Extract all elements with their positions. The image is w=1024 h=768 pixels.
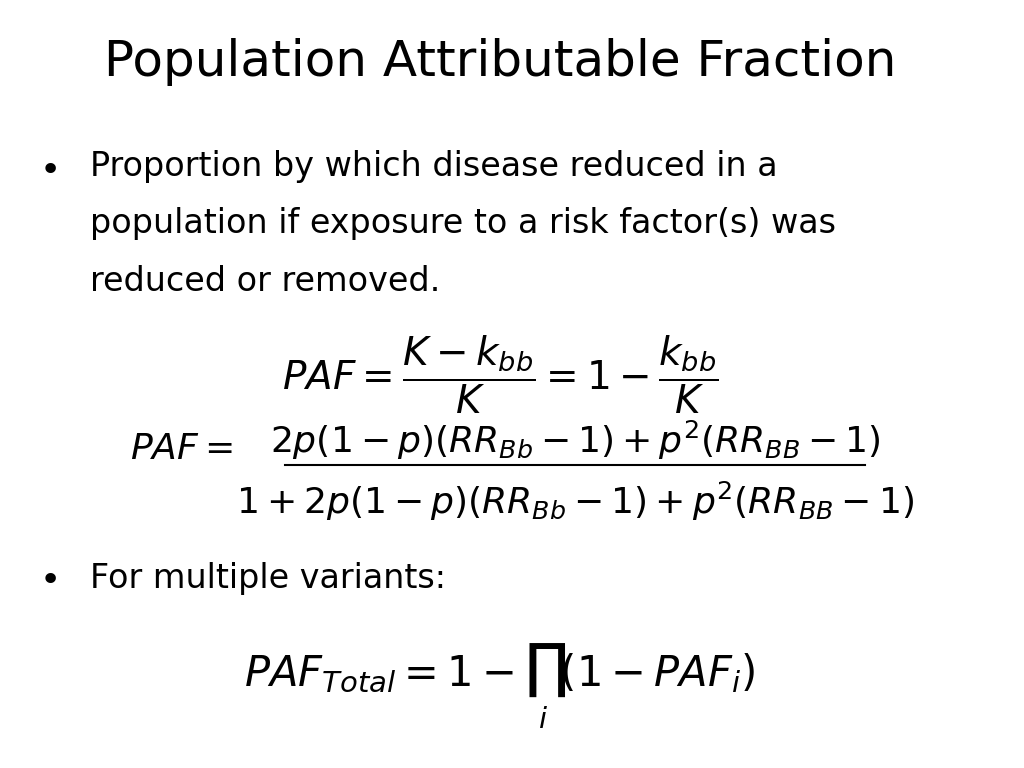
Text: $PAF_{Total} = 1 - \prod_i(1 - PAF_i)$: $PAF_{Total} = 1 - \prod_i(1 - PAF_i)$ [245, 641, 756, 731]
Text: $PAF = \dfrac{K - k_{bb}}{K} = 1 - \dfrac{k_{bb}}{K}$: $PAF = \dfrac{K - k_{bb}}{K} = 1 - \dfra… [282, 334, 719, 416]
Text: $PAF =$: $PAF =$ [130, 432, 232, 466]
Text: Population Attributable Fraction: Population Attributable Fraction [103, 38, 896, 87]
Text: For multiple variants:: For multiple variants: [90, 562, 446, 595]
Text: reduced or removed.: reduced or removed. [90, 265, 440, 298]
Text: •: • [40, 564, 61, 598]
Text: Proportion by which disease reduced in a: Proportion by which disease reduced in a [90, 150, 777, 183]
Text: •: • [40, 154, 61, 187]
Text: $1 + 2p(1-p)(RR_{Bb}-1) + p^{2}(RR_{BB}-1)$: $1 + 2p(1-p)(RR_{Bb}-1) + p^{2}(RR_{BB}-… [237, 480, 914, 523]
Text: population if exposure to a risk factor(s) was: population if exposure to a risk factor(… [90, 207, 836, 240]
Text: $2p(1-p)(RR_{Bb}-1) + p^{2}(RR_{BB}-1)$: $2p(1-p)(RR_{Bb}-1) + p^{2}(RR_{BB}-1)$ [269, 419, 881, 462]
